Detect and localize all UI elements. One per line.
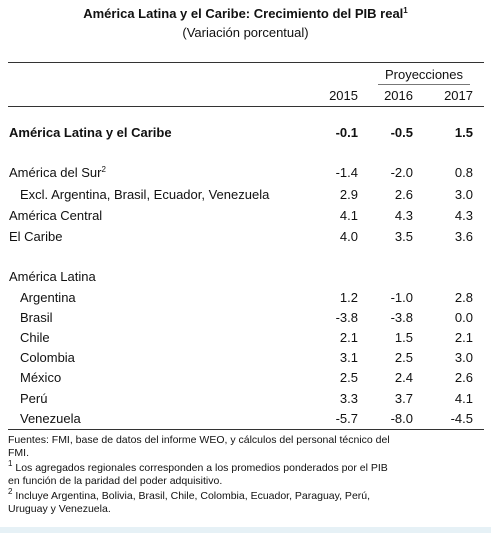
cell-value: 3.0 — [454, 187, 473, 202]
cell-value: 2.1 — [454, 330, 473, 345]
rule — [8, 62, 484, 63]
cell-value: 4.3 — [394, 208, 413, 223]
cell-value: -1.4 — [335, 165, 358, 180]
rule — [8, 106, 484, 107]
cell-value: 2.5 — [394, 350, 413, 365]
subtitle: (Variación porcentual) — [182, 25, 309, 40]
row-label-text: Excl. Argentina, Brasil, Ecuador, Venezu… — [20, 187, 270, 202]
footnote: 2 Incluye Argentina, Bolivia, Brasil, Ch… — [8, 487, 393, 516]
row-label-text: América Latina y el Caribe — [9, 125, 172, 140]
cell-value: 0.8 — [454, 165, 473, 180]
cell-value: 2.1 — [339, 330, 358, 345]
cell-value: 4.3 — [454, 208, 473, 223]
row-label: Excl. Argentina, Brasil, Ecuador, Venezu… — [20, 187, 269, 203]
cell-value: 4.1 — [454, 391, 473, 406]
cell-value: 3.3 — [339, 391, 358, 406]
footnote: Fuentes: FMI, base de datos del informe … — [8, 434, 393, 460]
row-note: 2 — [101, 165, 106, 174]
cell-value: 2.6 — [454, 370, 473, 385]
cell-value: 2.6 — [394, 187, 413, 202]
row-label-text: Chile — [20, 330, 50, 345]
cell-value: -4.5 — [450, 411, 473, 426]
cell-value: 2.8 — [454, 290, 473, 305]
year-header: 2016 — [384, 88, 413, 103]
cell-value: 3.6 — [454, 229, 473, 244]
cell-value: 1.5 — [454, 125, 473, 140]
row-label: América del Sur2 — [9, 165, 106, 181]
projections-label: Proyecciones — [384, 67, 464, 82]
row-label: Perú — [20, 391, 47, 407]
cell-value: 3.7 — [394, 391, 413, 406]
row-label: América Latina y el Caribe — [9, 125, 172, 141]
cell-value: 0.0 — [454, 310, 473, 325]
footnote-text: Incluye Argentina, Bolivia, Brasil, Chil… — [8, 490, 371, 515]
title-line: América Latina y el Caribe: Crecimiento … — [0, 6, 491, 22]
row-label: El Caribe — [9, 229, 62, 245]
cell-value: -0.5 — [390, 125, 413, 140]
cell-value: 4.1 — [339, 208, 358, 223]
footnote-text: Los agregados regionales corresponden a … — [8, 462, 388, 487]
cell-value: -3.8 — [335, 310, 358, 325]
row-label: América Central — [9, 208, 102, 224]
row-label-text: Brasil — [20, 310, 53, 325]
row-label: Venezuela — [20, 411, 81, 427]
row-label-text: Colombia — [20, 350, 75, 365]
rule — [8, 429, 484, 430]
year-header: 2017 — [444, 88, 473, 103]
bottom-strip — [0, 527, 491, 533]
title-note: 1 — [403, 6, 408, 15]
cell-value: 3.1 — [339, 350, 358, 365]
title: América Latina y el Caribe: Crecimiento … — [83, 6, 404, 21]
year-header: 2015 — [329, 88, 358, 103]
rule — [378, 84, 470, 85]
cell-value: -5.7 — [335, 411, 358, 426]
row-label: Brasil — [20, 310, 53, 326]
cell-value: -8.0 — [390, 411, 413, 426]
cell-value: 1.2 — [339, 290, 358, 305]
cell-value: 3.5 — [394, 229, 413, 244]
row-label-text: El Caribe — [9, 229, 63, 244]
footnote: 1 Los agregados regionales corresponden … — [8, 459, 393, 488]
cell-value: -1.0 — [390, 290, 413, 305]
cell-value: 2.5 — [339, 370, 358, 385]
row-label-text: Argentina — [20, 290, 76, 305]
row-label-text: América del Sur — [9, 165, 102, 180]
row-label-text: Perú — [20, 391, 48, 406]
footnote-mark: 1 — [8, 459, 13, 468]
cell-value: 2.9 — [339, 187, 358, 202]
row-label: Chile — [20, 330, 50, 346]
row-label-text: Venezuela — [20, 411, 81, 426]
cell-value: -3.8 — [390, 310, 413, 325]
row-label: Colombia — [20, 350, 75, 366]
footnote-mark: 2 — [8, 487, 13, 496]
row-label: México — [20, 370, 61, 386]
row-label-text: América Central — [9, 208, 103, 223]
row-label-text: América Latina — [9, 269, 96, 284]
row-label: Argentina — [20, 290, 76, 306]
cell-value: -0.1 — [335, 125, 358, 140]
cell-value: -2.0 — [390, 165, 413, 180]
row-label-text: México — [20, 370, 62, 385]
cell-value: 2.4 — [394, 370, 413, 385]
cell-value: 1.5 — [394, 330, 413, 345]
cell-value: 4.0 — [339, 229, 358, 244]
row-label: América Latina — [9, 269, 96, 285]
cell-value: 3.0 — [454, 350, 473, 365]
footnote-text: Fuentes: FMI, base de datos del informe … — [8, 434, 390, 459]
